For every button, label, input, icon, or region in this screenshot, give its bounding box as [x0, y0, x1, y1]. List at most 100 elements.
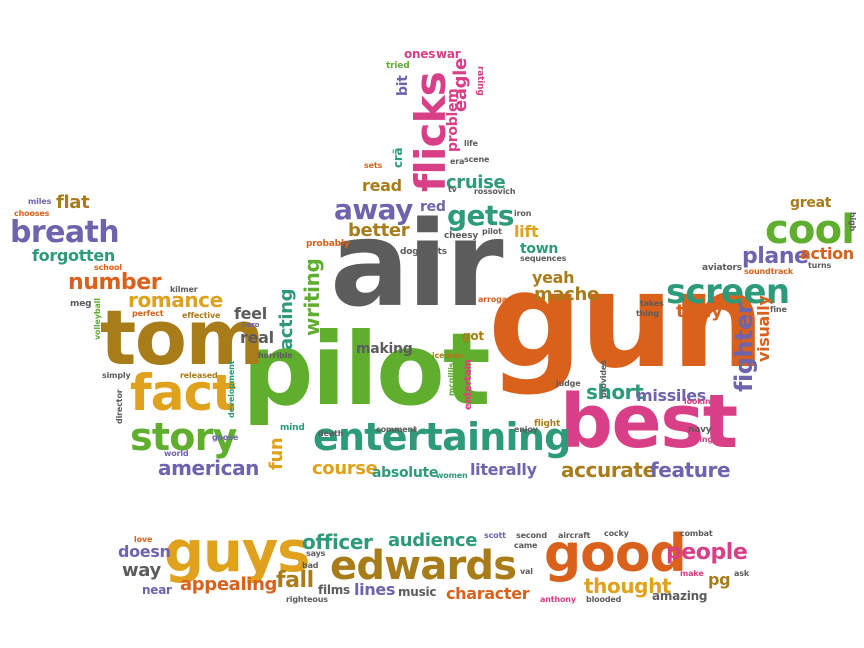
- word-aircraft: aircraft: [558, 531, 591, 540]
- word-ask: ask: [734, 569, 750, 578]
- word-fighter: fighter: [730, 302, 758, 392]
- word-looking: looking: [684, 397, 717, 406]
- word-got: got: [462, 329, 484, 343]
- word-acting: acting: [276, 288, 297, 350]
- word-flat: flat: [56, 192, 90, 213]
- word-making: making: [356, 341, 413, 357]
- word-iceman: iceman: [432, 351, 464, 360]
- word-mind: mind: [280, 423, 305, 433]
- word-pg: pg: [708, 570, 731, 589]
- word-rossovich: rossovich: [474, 187, 516, 196]
- word-flight: flight: [534, 419, 561, 429]
- word-fun: fun: [266, 437, 287, 470]
- word-scene: scene: [464, 155, 490, 164]
- word-american: american: [158, 456, 260, 480]
- word-ones: ones: [404, 47, 436, 61]
- word-iron: iron: [514, 209, 532, 218]
- word-gets: gets: [447, 199, 514, 232]
- word-thing: thing: [636, 309, 659, 318]
- word-writing: writing: [300, 258, 324, 336]
- word-fact: fact: [130, 364, 236, 422]
- word-effective: effective: [182, 311, 221, 320]
- word-sequences: sequences: [520, 254, 567, 263]
- word-screen: screen: [666, 272, 790, 312]
- word-read: read: [362, 176, 402, 195]
- word-appealing: appealing: [180, 574, 278, 595]
- word-probably: probably: [306, 239, 350, 249]
- word-tv: tv: [448, 185, 457, 194]
- word-school: school: [94, 263, 122, 272]
- word-accurate: accurate: [561, 458, 656, 482]
- word-edwards: edwards: [330, 543, 517, 589]
- word-turns: turns: [808, 261, 832, 270]
- word-feature: feature: [650, 458, 731, 482]
- word-love: love: [134, 535, 153, 544]
- word-development: development: [227, 360, 236, 418]
- word-simply: simply: [102, 371, 131, 380]
- word-feel: feel: [234, 304, 267, 323]
- word-bad: bad: [302, 561, 319, 570]
- word-good: good: [544, 524, 687, 584]
- word-yeah: yeah: [532, 268, 575, 287]
- word-high: high: [848, 212, 857, 232]
- word-better: better: [348, 220, 410, 241]
- word-amazing: amazing: [652, 589, 708, 603]
- word-pilot-small: pilot: [482, 227, 502, 236]
- word-kilmer: kilmer: [170, 285, 198, 294]
- word-eagle: eagle: [450, 58, 471, 112]
- word-plane: plane: [742, 244, 809, 269]
- word-tried: tried: [386, 61, 410, 71]
- word-fall: fall: [276, 568, 314, 593]
- word-anthony: anthony: [540, 595, 576, 604]
- word-cra: crã: [391, 147, 405, 168]
- word-aviators: aviators: [702, 263, 742, 273]
- word-death: death: [318, 429, 344, 438]
- word-takes: takes: [640, 299, 664, 308]
- word-director: director: [115, 389, 124, 424]
- word-horrible: horrible: [258, 351, 293, 360]
- word-enjoy: enjoy: [514, 425, 538, 434]
- word-miles: miles: [28, 197, 52, 206]
- word-number: number: [68, 270, 162, 295]
- word-away: away: [334, 193, 413, 226]
- word-lines: lines: [354, 580, 396, 599]
- word-tom: tom: [100, 293, 265, 382]
- word-meg: meg: [70, 299, 92, 309]
- word-dogfights: dogfights: [400, 247, 447, 257]
- word-romance: romance: [128, 288, 223, 312]
- word-comment: comment: [376, 425, 417, 434]
- word-navy: navy: [688, 425, 712, 435]
- word-way: way: [122, 560, 161, 581]
- word-arrogance: arrogance: [478, 295, 523, 304]
- word-mcgillis: mcgillis: [447, 362, 456, 396]
- word-near: near: [142, 583, 172, 597]
- word-cocky: cocky: [604, 529, 629, 538]
- word-red: red: [420, 199, 446, 215]
- word-character: character: [446, 584, 530, 603]
- word-course: course: [312, 458, 378, 479]
- word-story: story: [130, 415, 237, 459]
- word-audience: audience: [388, 530, 478, 551]
- word-says: says: [306, 549, 326, 558]
- word-macho: macho: [534, 284, 599, 305]
- word-short: short: [586, 380, 644, 404]
- word-real: real: [240, 328, 274, 347]
- word-released: released: [180, 371, 218, 380]
- word-val: val: [520, 567, 533, 576]
- word-officer: officer: [302, 530, 373, 554]
- word-rating: rating: [475, 66, 485, 96]
- word-scott: scott: [484, 531, 506, 540]
- word-bit: bit: [395, 75, 411, 96]
- word-best: best: [560, 379, 738, 465]
- word-came: came: [514, 541, 538, 550]
- word-doesn: doesn: [118, 542, 171, 561]
- word-make: make: [680, 569, 704, 578]
- word-volleyball: volleyball: [93, 298, 102, 340]
- word-perfect: perfect: [132, 309, 164, 318]
- word-world: world: [164, 449, 189, 458]
- word-cruise: cruise: [446, 172, 506, 193]
- word-films: films: [318, 583, 350, 597]
- word-gun: gun: [488, 244, 765, 398]
- word-blooded: blooded: [586, 595, 622, 604]
